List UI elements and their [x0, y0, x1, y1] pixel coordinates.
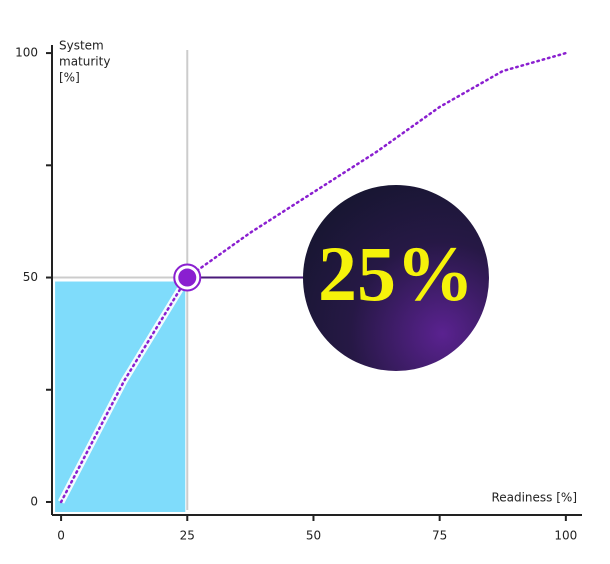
x-tick-label: 25 [180, 529, 195, 543]
x-axis-label: Readiness [%] [491, 491, 577, 505]
y-tick-label: 50 [23, 270, 38, 284]
highlight-point [178, 268, 197, 287]
y-tick-label: 100 [15, 46, 38, 60]
y-tick-label: 0 [30, 494, 38, 508]
x-tick-label: 75 [432, 529, 447, 543]
y-axis-label: maturity [59, 55, 110, 69]
annotation-bubble [303, 185, 489, 371]
x-tick-label: 50 [306, 529, 321, 543]
x-tick-label: 0 [57, 529, 65, 543]
x-tick-label: 100 [554, 529, 577, 543]
y-axis-label: [%] [59, 71, 80, 85]
annotation: 25% [318, 230, 474, 317]
curve [59, 51, 568, 504]
y-axis-label: System [59, 39, 104, 53]
